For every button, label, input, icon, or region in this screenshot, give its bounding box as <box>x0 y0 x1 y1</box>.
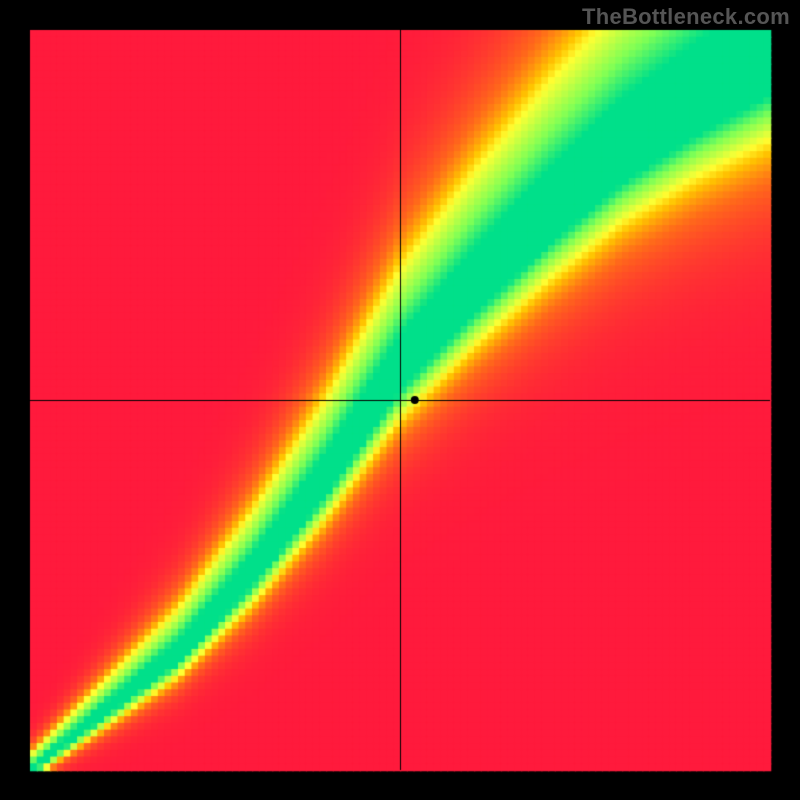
figure-container: TheBottleneck.com <box>0 0 800 800</box>
heatmap-canvas <box>0 0 800 800</box>
watermark-text: TheBottleneck.com <box>582 4 790 30</box>
